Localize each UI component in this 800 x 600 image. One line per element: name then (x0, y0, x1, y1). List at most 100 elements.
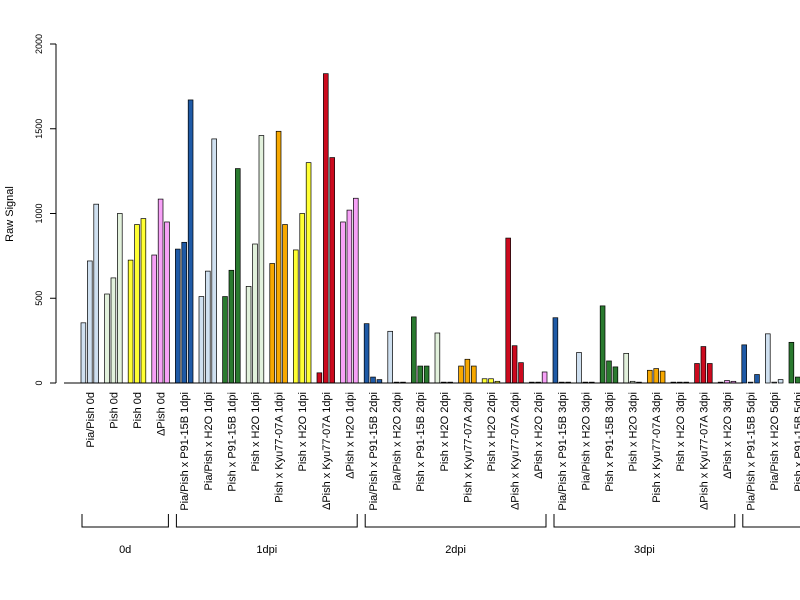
bar (576, 352, 582, 384)
bar (376, 379, 383, 384)
y-tick-label: 1000 (34, 203, 44, 223)
bar (140, 218, 147, 384)
bar (700, 346, 707, 384)
bar (434, 332, 441, 384)
bar (228, 269, 235, 384)
category-labels: Pia/Pish 0d Pish 0d Pish 0d ΔPish 0d Pia/Pis… (85, 392, 800, 511)
category-label: Pish 0d (108, 392, 120, 429)
category-label: ΔPish x H2O 2dpi (533, 392, 545, 479)
bar (353, 197, 359, 384)
group-label: 1dpi (256, 544, 277, 556)
category-label: Pia/Pish x H2O 2dpi (392, 392, 404, 490)
bar (110, 277, 117, 384)
category-label: Pia/Pish x P91-15B 1dpi (179, 392, 191, 511)
category-label: Pish 0d (132, 392, 144, 429)
bar (471, 365, 477, 384)
bar (245, 286, 252, 384)
bar (707, 363, 713, 384)
bar (198, 296, 205, 384)
y-tick-label: 500 (34, 291, 44, 306)
bar (104, 293, 110, 384)
category-label: Pish x H2O 3dpi (628, 392, 640, 471)
bar (258, 135, 265, 384)
bar (175, 248, 181, 384)
category-label: ΔPish x H2O 3dpi (722, 392, 734, 479)
bar (252, 243, 258, 384)
bar (599, 305, 606, 384)
bar (282, 224, 288, 384)
category-label: Pish x P91-15B 2dpi (415, 392, 427, 492)
y-tick-label: 1500 (34, 119, 44, 139)
group-label: 2dpi (445, 544, 466, 556)
bar (612, 366, 619, 384)
group-bracket (175, 514, 358, 528)
bar (235, 168, 241, 384)
bar (316, 372, 323, 384)
category-label: Pia/Pish 0d (85, 392, 97, 448)
bar (741, 344, 747, 384)
bar (387, 330, 393, 384)
category-label: ΔPish x H2O 1dpi (344, 392, 356, 479)
category-label: Pish x Kyu77-07A 2dpi (462, 392, 474, 503)
bar (93, 203, 99, 384)
bar (488, 378, 494, 384)
bar (293, 249, 299, 384)
category-label: Pia/Pish x P91-15B 2dpi (368, 392, 380, 511)
category-label: ΔPish x Kyu77-07A 3dpi (698, 392, 710, 510)
bar (411, 316, 417, 384)
group-label: 0d (119, 544, 131, 556)
bar (87, 260, 93, 384)
bar (299, 213, 305, 384)
bar (205, 270, 211, 384)
bar (518, 362, 524, 384)
bar (211, 138, 217, 384)
category-label: ΔPish x Kyu77-07A 2dpi (510, 392, 522, 510)
bar (117, 213, 123, 384)
category-label: Pish x P91-15B 5dpi (793, 392, 800, 492)
bar (552, 317, 559, 384)
y-axis-label: Raw Signal (4, 186, 16, 242)
bar (275, 130, 282, 384)
category-label: Pia/Pish x H2O 1dpi (203, 392, 215, 490)
y-axis: 0 500 1000 1500 2000 (34, 34, 57, 386)
bar (151, 254, 157, 384)
bar (777, 379, 784, 384)
group-label: 3dpi (634, 544, 655, 556)
group-brackets: 0d1dpi2dpi3dpi5dpi (81, 514, 800, 556)
bar (788, 341, 795, 384)
bar (653, 368, 659, 384)
y-tick-label: 0 (34, 380, 44, 385)
bar (329, 157, 335, 384)
category-label: Pia/Pish x H2O 5dpi (769, 392, 781, 490)
bar (305, 162, 312, 384)
bar (157, 198, 164, 384)
bar (417, 365, 423, 384)
bar (464, 358, 471, 384)
bar (127, 259, 134, 384)
bar (481, 378, 488, 384)
category-label: Pish x H2O 2dpi (439, 392, 451, 471)
category-label: Pish x H2O 2dpi (486, 392, 498, 471)
y-tick-label: 2000 (34, 34, 44, 54)
bar (164, 221, 170, 384)
bar (754, 374, 760, 384)
bar (765, 333, 771, 384)
bar (771, 381, 777, 384)
bar (659, 370, 666, 384)
category-label: Pia/Pish x H2O 3dpi (580, 392, 592, 490)
bar (370, 376, 376, 384)
category-label: Pish x H2O 3dpi (675, 392, 687, 471)
bar (511, 345, 518, 384)
category-label: Pia/Pish x P91-15B 3dpi (557, 392, 569, 511)
category-label: Pish x P91-15B 3dpi (604, 392, 616, 492)
bar (795, 376, 800, 384)
bar (134, 224, 140, 384)
bars (80, 73, 800, 384)
bar (694, 363, 700, 384)
bar (269, 263, 275, 384)
category-label: Pish x H2O 1dpi (250, 392, 262, 471)
bar (423, 365, 430, 384)
category-label: Pish x Kyu77-07A 3dpi (651, 392, 663, 503)
category-label: ΔPish x Kyu77-07A 1dpi (321, 392, 333, 510)
